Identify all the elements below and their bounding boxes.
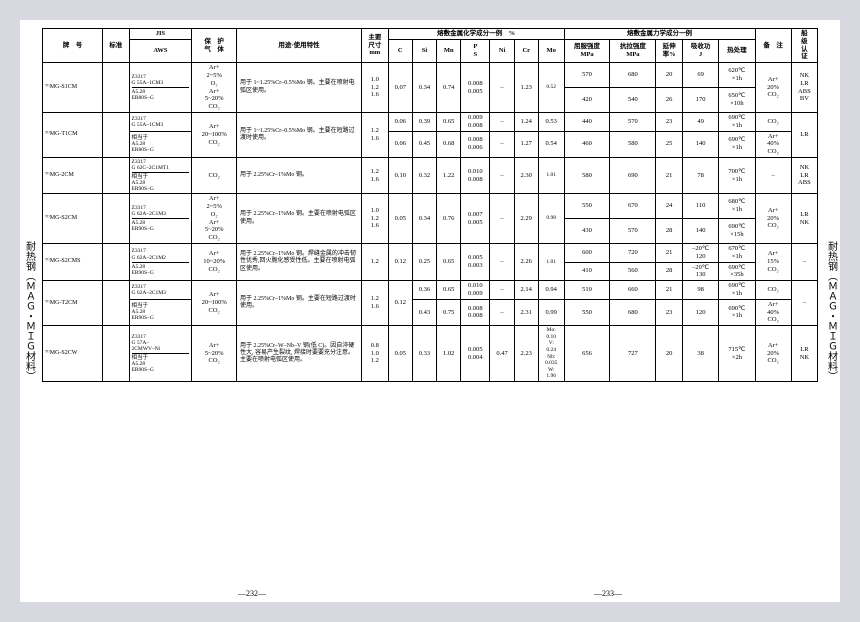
h-ys: 屈服强度 MPa [564, 39, 610, 62]
table-row: ᵀᴳMG-S2CM Z3317G 62A–2C1M3A5.28ER90S–G A… [43, 194, 818, 219]
h-Mo: Mo [538, 39, 564, 62]
table-row: ᵀᴳMG-T2CM Z3317G 62A–2C1M3 Ar+ 20~100% C… [43, 281, 818, 300]
page-num-right: —233— [594, 589, 622, 598]
table-row: ᵀᴳMG-2CM Z3317G 62C–2C1MT1相当于A5.28ER90S–… [43, 157, 818, 193]
h-model: 牌 号 [43, 29, 103, 63]
table-row: ᵀᴳMG-S1CM Z3317G 55A–1CM3A5.28ER80S–G Ar… [43, 63, 818, 88]
table-row: 相当于A5.28ER90S–G 0.430.750.008 0.008–2.31… [43, 299, 818, 325]
h-ts: 抗拉强度 MPa [610, 39, 656, 62]
h-std: 标准 [102, 29, 129, 63]
h-gas: 保 护 气 体 [192, 29, 237, 63]
page: 耐热钢（ＭＡＧ・ＭＩＧ材料） 牌 号 标准 JIS 保 护 气 体 用途·使用特… [20, 20, 840, 602]
h-chem: 熔敷金属化学成分一例 % [388, 29, 564, 40]
h-ht: 热处理 [719, 39, 755, 62]
h-iv: 吸收功 J [682, 39, 718, 62]
side-label-right: 耐热钢（ＭＡＧ・ＭＩＧ材料） [822, 20, 840, 602]
content: 牌 号 标准 JIS 保 护 气 体 用途·使用特性 主要 尺寸 mm 熔敷金属… [38, 20, 822, 602]
spec-table: 牌 号 标准 JIS 保 护 气 体 用途·使用特性 主要 尺寸 mm 熔敷金属… [42, 28, 818, 382]
h-mech: 熔敷金属力学成分一例 [564, 29, 755, 40]
h-Mn: Mn [437, 39, 461, 62]
h-el: 延伸 率% [656, 39, 683, 62]
side-label-left: 耐热钢（ＭＡＧ・ＭＩＧ材料） [20, 20, 38, 602]
h-Si: Si [412, 39, 436, 62]
table-row: ᵀᴳMG-S2CW Z3317G 57A–2CMWV–Ni相当于A5.28ER9… [43, 326, 818, 382]
h-Cr: Cr [514, 39, 538, 62]
h-PS: P S [461, 39, 490, 62]
h-use: 用途·使用特性 [237, 29, 362, 63]
table-row: ᵀᴳMG-S2CMS Z3317G 62A–2C1M2A5.28ER90S–G … [43, 243, 818, 262]
table-row: ᵀᴳMG-T1CM Z3317G 55A–1CM3 Ar+ 20~100% CO… [43, 112, 818, 131]
h-note: 备 注 [755, 29, 791, 63]
h-C: C [388, 39, 412, 62]
h-aws: AWS [129, 39, 192, 62]
table-row: 相当于A5.28ER80S–G 0.06 0.450.680.008 0.006… [43, 131, 818, 157]
h-Ni: Ni [490, 39, 514, 62]
h-appr: 船 级 认 证 [791, 29, 817, 63]
h-jis: JIS [129, 29, 192, 40]
h-size: 主要 尺寸 mm [362, 29, 389, 63]
page-num-left: —232— [238, 589, 266, 598]
